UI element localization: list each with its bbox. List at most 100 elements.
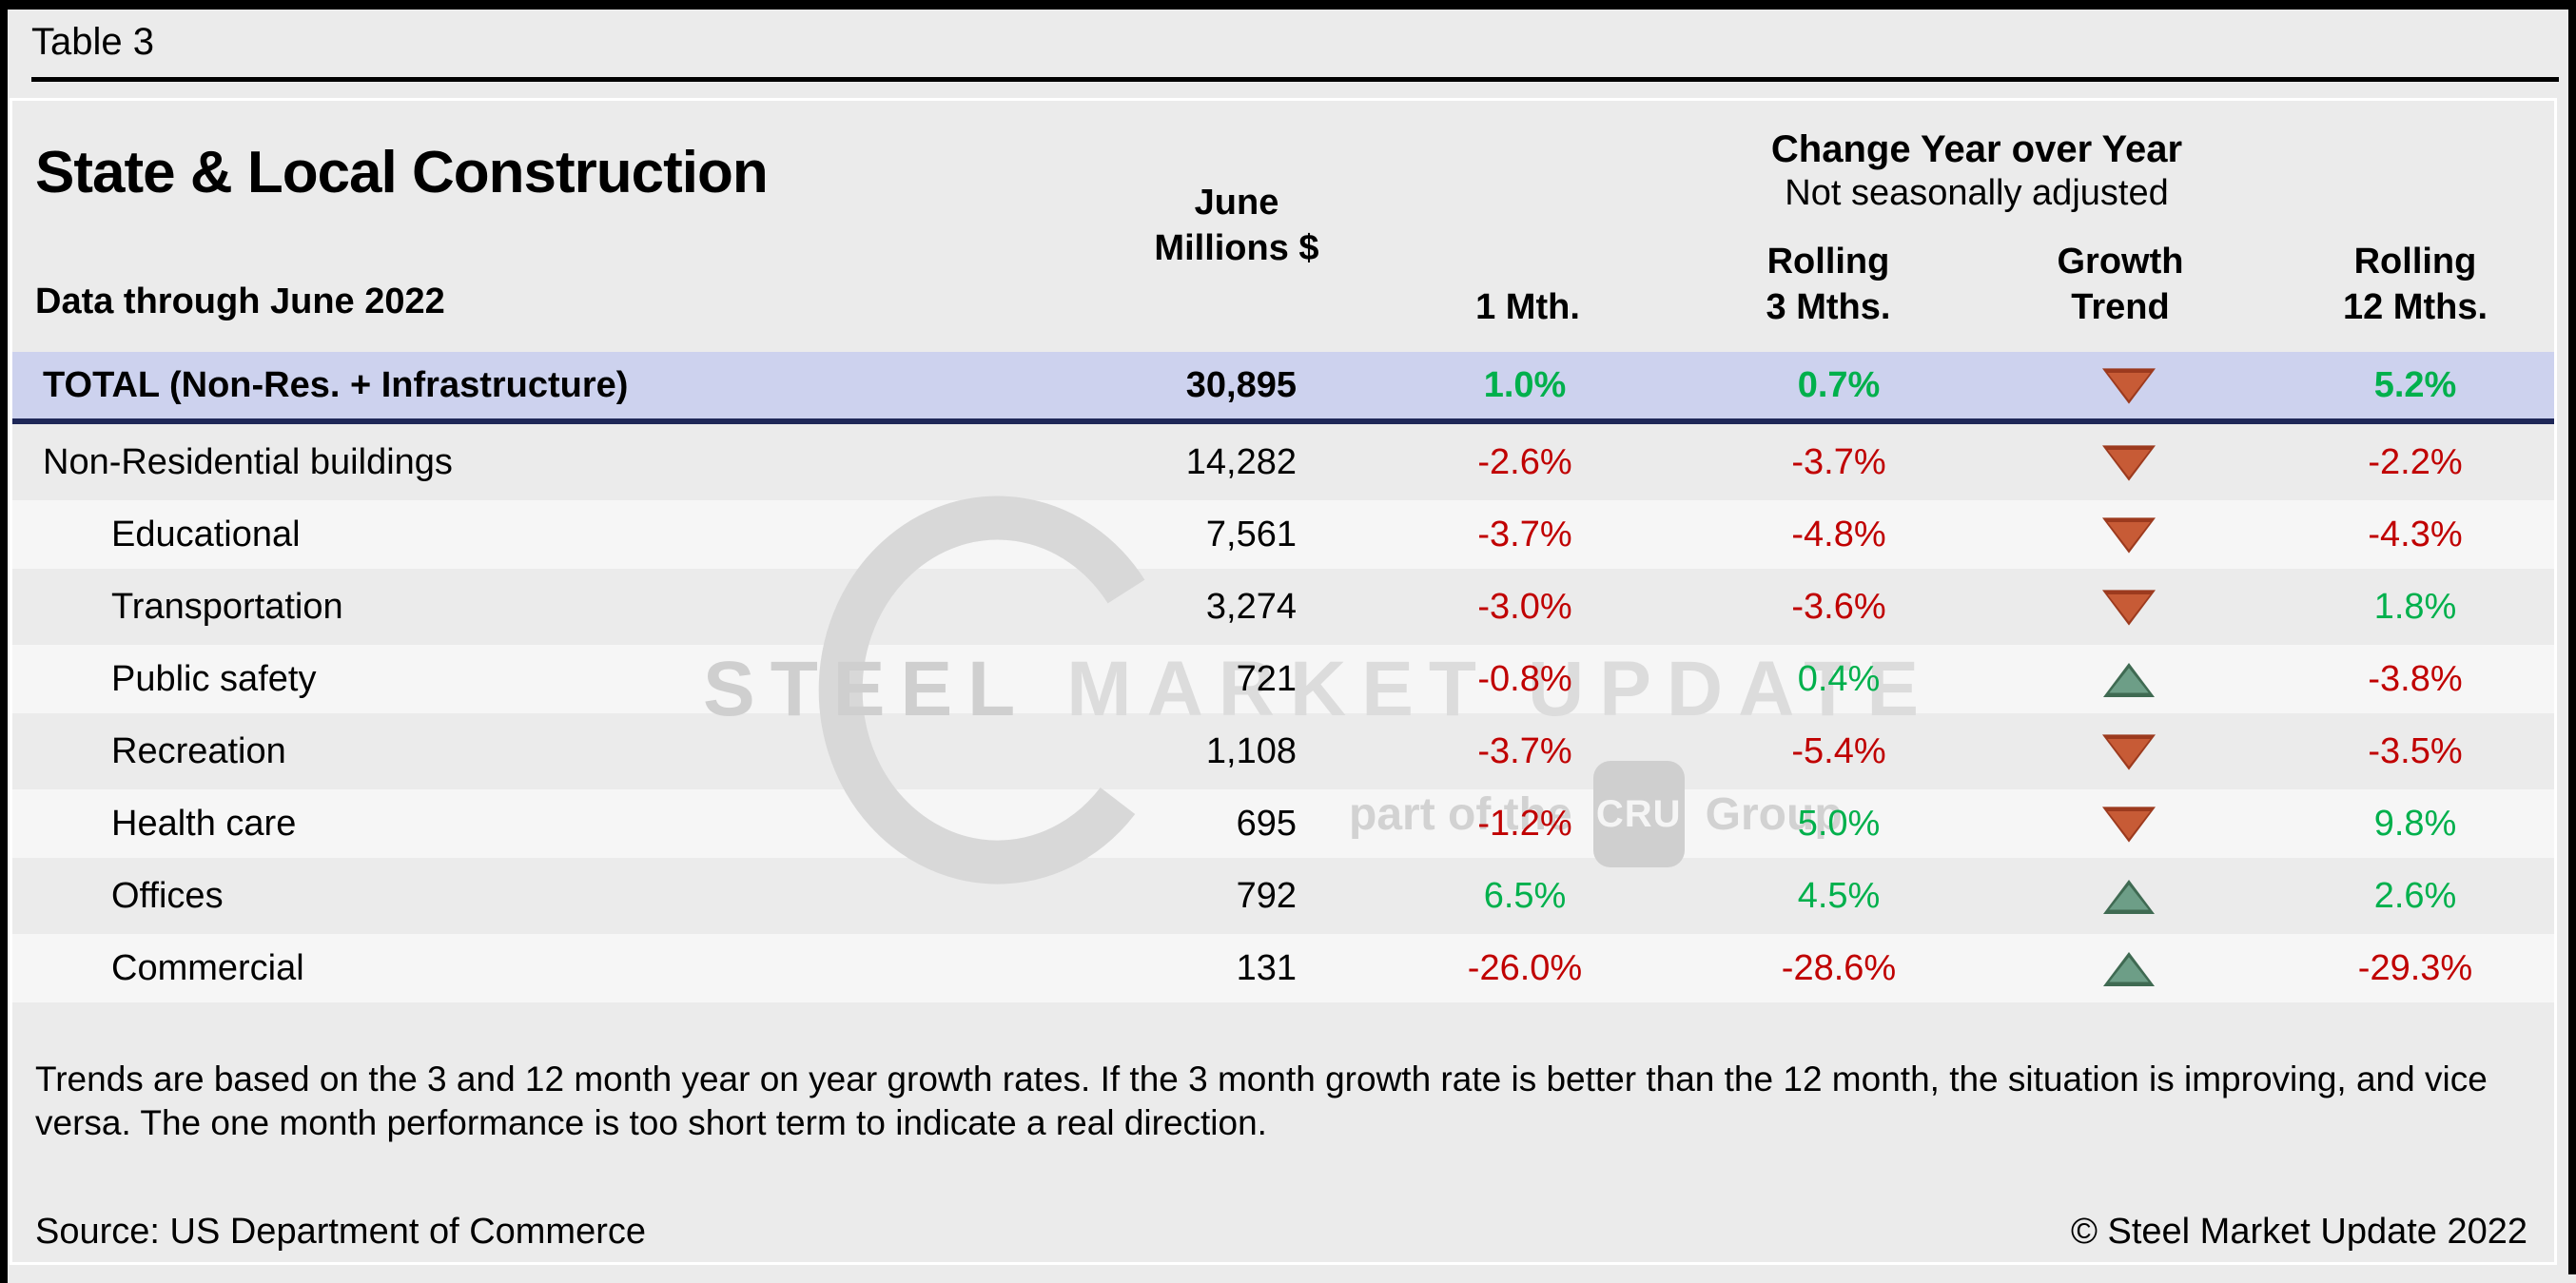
pct-3mths: -28.6% — [1781, 947, 1897, 988]
table-body: TOTAL (Non-Res. + Infrastructure) 30,895… — [12, 352, 2554, 1002]
column-header-growth-trend: Growth Trend — [2057, 242, 2184, 327]
pct-12mths: -2.2% — [2368, 441, 2463, 482]
row-label: Non-Residential buildings — [43, 441, 453, 482]
row-12mths-cell: 5.2% — [2276, 365, 2554, 406]
row-1mth-cell: -3.7% — [1297, 515, 1696, 555]
trend-up-icon — [2103, 876, 2155, 917]
row-12mths-cell: 9.8% — [2276, 804, 2554, 845]
row-label: Public safety — [111, 658, 317, 699]
pct-12mths: -4.3% — [2368, 514, 2463, 554]
copyright-label: © Steel Market Update 2022 — [2070, 1212, 2527, 1252]
pct-1mth: -1.2% — [1477, 803, 1572, 844]
row-12mths-cell: -29.3% — [2276, 948, 2554, 989]
change-group-subtitle: Not seasonally adjusted — [1785, 173, 2169, 213]
page-border-top — [0, 0, 2576, 10]
row-1mth-cell: -3.7% — [1297, 731, 1696, 772]
row-trend-cell — [1981, 948, 2276, 989]
row-value: 7,561 — [1205, 514, 1297, 554]
trend-down-icon — [2102, 804, 2156, 845]
column-header-rolling-3mths: Rolling 3 Mths. — [1766, 242, 1891, 327]
pct-12mths: 9.8% — [2373, 803, 2457, 844]
header-rule — [31, 77, 2559, 82]
trend-down-icon — [2102, 442, 2156, 483]
pct-3mths: 0.7% — [1797, 364, 1881, 405]
pct-1mth: 6.5% — [1483, 875, 1567, 916]
row-label-cell: TOTAL (Non-Res. + Infrastructure) — [12, 365, 1059, 406]
row-label: TOTAL (Non-Res. + Infrastructure) — [43, 364, 629, 405]
row-trend-cell — [1981, 659, 2276, 700]
row-trend-cell — [1981, 731, 2276, 772]
row-label-cell: Health care — [12, 804, 1059, 845]
row-trend-cell — [1981, 365, 2276, 406]
row-trend-cell — [1981, 442, 2276, 483]
pct-3mths: 5.0% — [1797, 803, 1881, 844]
row-value: 131 — [1236, 947, 1297, 988]
pct-12mths: 2.6% — [2373, 875, 2457, 916]
row-value-cell: 695 — [1059, 804, 1297, 845]
row-label-cell: Recreation — [12, 731, 1059, 772]
pct-12mths: 5.2% — [2373, 364, 2457, 405]
pct-12mths: -29.3% — [2357, 947, 2473, 988]
row-label: Health care — [111, 803, 297, 844]
pct-1mth: 1.0% — [1483, 364, 1567, 405]
pct-3mths: 4.5% — [1797, 875, 1881, 916]
row-value: 792 — [1236, 875, 1297, 916]
row-value: 14,282 — [1185, 441, 1297, 482]
trend-up-icon — [2103, 659, 2155, 700]
row-3mths-cell: -3.7% — [1696, 442, 1981, 483]
table-row: Commercial 131 -26.0% -28.6% -29.3% — [12, 934, 2554, 1002]
row-1mth-cell: -1.2% — [1297, 804, 1696, 845]
column-header-rolling-12mths: Rolling 12 Mths. — [2342, 242, 2488, 327]
row-1mth-cell: -3.0% — [1297, 587, 1696, 628]
row-trend-cell — [1981, 587, 2276, 628]
row-3mths-cell: 0.4% — [1696, 659, 1981, 700]
row-label: Educational — [111, 514, 301, 554]
pct-3mths: -3.6% — [1791, 586, 1886, 627]
pct-3mths: -4.8% — [1791, 514, 1886, 554]
row-value: 695 — [1236, 803, 1297, 844]
row-label-cell: Educational — [12, 515, 1059, 555]
pct-1mth: -0.8% — [1477, 658, 1572, 699]
row-label-cell: Non-Residential buildings — [12, 442, 1059, 483]
table-number-label: Table 3 — [31, 21, 154, 63]
row-value-cell: 3,274 — [1059, 587, 1297, 628]
row-label-cell: Public safety — [12, 659, 1059, 700]
row-value-cell: 721 — [1059, 659, 1297, 700]
row-3mths-cell: -28.6% — [1696, 948, 1981, 989]
row-12mths-cell: -2.2% — [2276, 442, 2554, 483]
page-title: State & Local Construction — [35, 140, 769, 205]
row-12mths-cell: 2.6% — [2276, 876, 2554, 917]
source-label: Source: US Department of Commerce — [35, 1212, 647, 1252]
row-1mth-cell: -0.8% — [1297, 659, 1696, 700]
value-column-header-line2: Millions $ — [1154, 228, 1319, 268]
table-row: Health care 695 -1.2% 5.0% 9.8% — [12, 789, 2554, 858]
row-label-cell: Commercial — [12, 948, 1059, 989]
pct-3mths: -5.4% — [1791, 730, 1886, 771]
row-12mths-cell: -4.3% — [2276, 515, 2554, 555]
table-row: Non-Residential buildings 14,282 -2.6% -… — [12, 428, 2554, 496]
pct-1mth: -2.6% — [1477, 441, 1572, 482]
row-value: 30,895 — [1185, 364, 1297, 405]
row-label-cell: Offices — [12, 876, 1059, 917]
row-12mths-cell: -3.5% — [2276, 731, 2554, 772]
row-value-cell: 7,561 — [1059, 515, 1297, 555]
row-12mths-cell: -3.8% — [2276, 659, 2554, 700]
row-3mths-cell: -4.8% — [1696, 515, 1981, 555]
table-row: Transportation 3,274 -3.0% -3.6% 1.8% — [12, 573, 2554, 641]
pct-1mth: -3.7% — [1477, 514, 1572, 554]
footnote: Trends are based on the 3 and 12 month y… — [35, 1059, 2488, 1142]
row-trend-cell — [1981, 804, 2276, 845]
trend-down-icon — [2102, 365, 2156, 406]
row-trend-cell — [1981, 515, 2276, 555]
pct-1mth: -3.0% — [1477, 586, 1572, 627]
page-border-left — [0, 0, 8, 1283]
row-label: Recreation — [111, 730, 286, 771]
row-label-cell: Transportation — [12, 587, 1059, 628]
pct-3mths: -3.7% — [1791, 441, 1886, 482]
row-value-cell: 30,895 — [1059, 365, 1297, 406]
pct-1mth: -26.0% — [1467, 947, 1583, 988]
row-1mth-cell: 1.0% — [1297, 365, 1696, 406]
pct-12mths: 1.8% — [2373, 586, 2457, 627]
data-through-label: Data through June 2022 — [35, 282, 445, 321]
